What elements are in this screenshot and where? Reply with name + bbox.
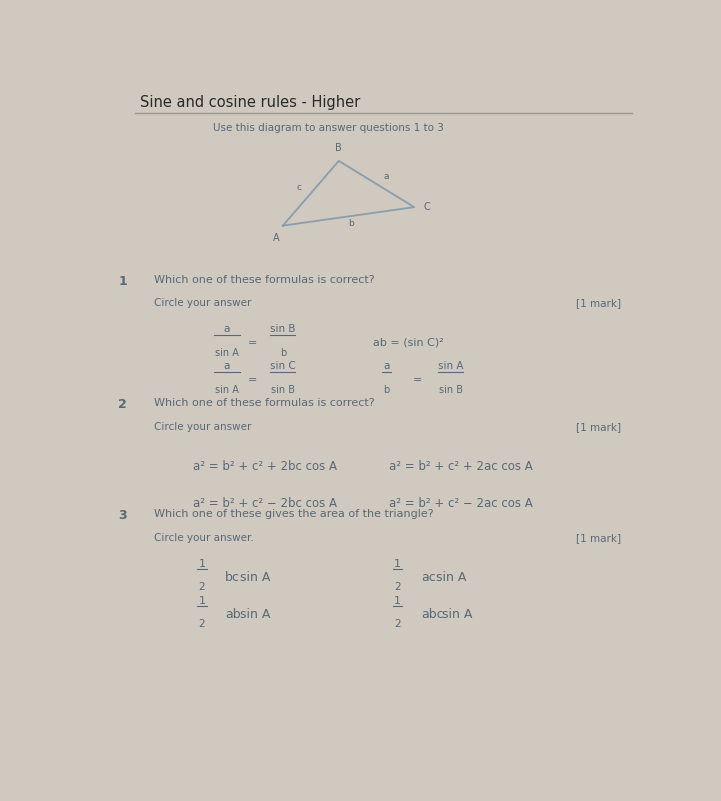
Text: 2: 2 <box>394 619 401 629</box>
Text: a: a <box>224 324 230 334</box>
Text: sin A: sin A <box>438 361 464 371</box>
Text: 3: 3 <box>118 509 127 522</box>
Text: 1: 1 <box>394 596 401 606</box>
Text: bc: bc <box>226 570 240 584</box>
Text: sin A: sin A <box>240 608 271 621</box>
Text: b: b <box>348 219 354 227</box>
Text: 2: 2 <box>118 398 127 412</box>
Text: Which one of these formulas is correct?: Which one of these formulas is correct? <box>154 275 375 285</box>
Text: ac: ac <box>421 570 435 584</box>
Text: a² = b² + c² − 2bc cos A: a² = b² + c² − 2bc cos A <box>193 497 337 509</box>
Text: ab = (sin C)²: ab = (sin C)² <box>373 338 444 348</box>
Text: sin A: sin A <box>442 608 472 621</box>
Text: A: A <box>273 233 280 243</box>
Text: =: = <box>247 338 257 348</box>
Text: Circle your answer.: Circle your answer. <box>154 533 254 543</box>
Text: Which one of these gives the area of the triangle?: Which one of these gives the area of the… <box>154 509 434 519</box>
Text: =: = <box>412 375 422 384</box>
Text: c: c <box>296 183 301 192</box>
Text: [1 mark]: [1 mark] <box>576 299 621 308</box>
Text: Use this diagram to answer questions 1 to 3: Use this diagram to answer questions 1 t… <box>213 123 444 133</box>
Text: a² = b² + c² + 2bc cos A: a² = b² + c² + 2bc cos A <box>193 460 337 473</box>
Text: sin A: sin A <box>436 570 466 584</box>
Text: Circle your answer: Circle your answer <box>154 422 252 432</box>
Text: b: b <box>280 348 286 358</box>
Text: 1: 1 <box>394 558 401 569</box>
Text: 1: 1 <box>198 558 205 569</box>
Text: sin A: sin A <box>215 384 239 395</box>
Text: a² = b² + c² − 2ac cos A: a² = b² + c² − 2ac cos A <box>389 497 533 509</box>
Text: b: b <box>383 384 389 395</box>
Text: a: a <box>224 361 230 371</box>
Text: a: a <box>383 361 389 371</box>
Text: Circle your answer: Circle your answer <box>154 299 252 308</box>
Text: sin A: sin A <box>240 570 271 584</box>
Text: abc: abc <box>421 608 443 621</box>
Text: a: a <box>384 172 389 181</box>
Text: [1 mark]: [1 mark] <box>576 422 621 432</box>
Text: 1: 1 <box>118 275 127 288</box>
Text: 2: 2 <box>198 582 205 592</box>
Text: ab: ab <box>226 608 241 621</box>
Text: [1 mark]: [1 mark] <box>576 533 621 543</box>
Text: =: = <box>247 375 257 384</box>
Text: a² = b² + c² + 2ac cos A: a² = b² + c² + 2ac cos A <box>389 460 533 473</box>
Text: sin C: sin C <box>270 361 296 371</box>
Text: sin A: sin A <box>215 348 239 358</box>
Text: sin B: sin B <box>271 384 295 395</box>
Text: sin B: sin B <box>270 324 296 334</box>
Text: 2: 2 <box>198 619 205 629</box>
Text: Which one of these formulas is correct?: Which one of these formulas is correct? <box>154 398 375 409</box>
Text: Sine and cosine rules - Higher: Sine and cosine rules - Higher <box>141 95 360 110</box>
Text: B: B <box>335 143 342 154</box>
Text: 2: 2 <box>394 582 401 592</box>
Text: C: C <box>424 202 430 212</box>
Text: sin B: sin B <box>438 384 463 395</box>
Text: 1: 1 <box>198 596 205 606</box>
